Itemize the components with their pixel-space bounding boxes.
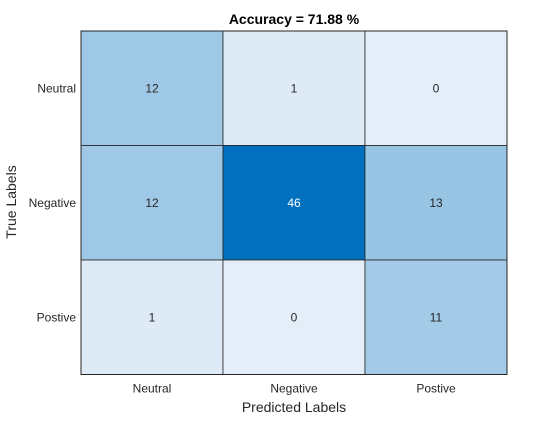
cell-value-label: 1: [149, 310, 156, 324]
x-axis-label: Predicted Labels: [242, 399, 346, 415]
heatmap-cell: [80, 145, 224, 261]
plot-border: [80, 30, 508, 375]
heatmap-cell: [222, 259, 366, 375]
cell-value-label: 1: [291, 81, 298, 95]
heatmap-cell: [80, 259, 224, 375]
heatmap-cell: [222, 30, 366, 146]
chart-title: Accuracy = 71.88 %: [229, 11, 360, 27]
cell-value-label: 12: [145, 196, 159, 210]
cell-value-label: 13: [429, 196, 443, 210]
heatmap-cell: [222, 145, 366, 261]
y-tick-label: Neutral: [37, 81, 76, 95]
x-tick-label: Postive: [416, 382, 456, 396]
y-tick-labels: Neutral Negative Postive: [29, 81, 77, 324]
heatmap-cell: [364, 145, 508, 261]
cell-value-label: 12: [145, 81, 159, 95]
x-tick-label: Negative: [270, 382, 318, 396]
x-tick-labels: Neutral Negative Postive: [133, 382, 456, 396]
cell-value-label: 0: [433, 81, 440, 95]
y-tick-label: Postive: [37, 310, 77, 324]
cell-value-label: 11: [430, 310, 443, 324]
heatmap-cells: 12 1 0 12 46 13 1 0 11: [80, 30, 508, 375]
y-tick-label: Negative: [29, 196, 77, 210]
cell-value-label: 46: [287, 196, 301, 210]
cell-value-label: 0: [291, 310, 298, 324]
y-axis-label: True Labels: [3, 165, 19, 238]
heatmap-cell: [80, 30, 224, 146]
x-tick-label: Neutral: [133, 382, 172, 396]
